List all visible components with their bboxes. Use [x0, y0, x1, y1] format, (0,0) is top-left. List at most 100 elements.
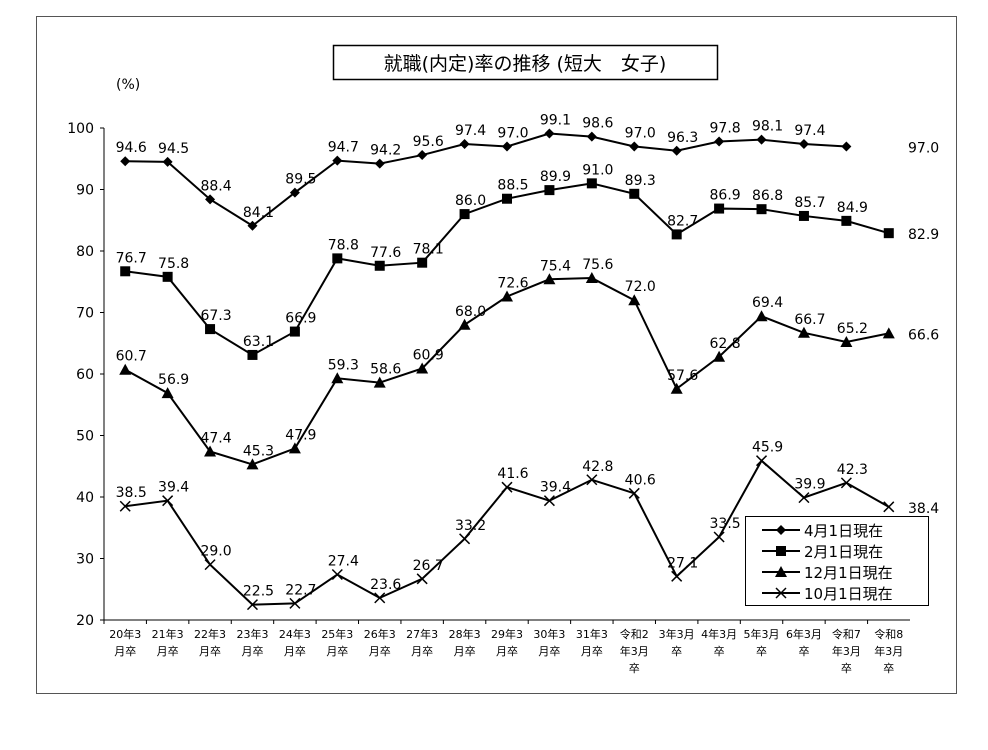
- diamond-marker: [374, 158, 385, 169]
- data-label: 45.3: [243, 443, 274, 459]
- x-tick-label: 月卒: [538, 644, 560, 658]
- data-label: 78.8: [328, 237, 359, 253]
- square-marker: [629, 188, 640, 199]
- triangle-marker: [585, 272, 598, 284]
- square-marker: [798, 210, 809, 221]
- data-label: 65.2: [837, 321, 868, 337]
- data-label: 84.9: [837, 200, 868, 216]
- data-label: 67.3: [200, 308, 231, 324]
- data-label: 58.6: [370, 362, 401, 378]
- data-label: 63.1: [243, 334, 274, 350]
- x-tick-label: 卒: [798, 644, 809, 658]
- series-triangle: 60.7 56.9 47.4 45.3 47.9 59.3 58.6 60.9 68.0 72.6…: [116, 257, 939, 470]
- triangle-marker: [670, 382, 683, 394]
- x-tick-label: 27年3: [406, 627, 438, 641]
- x-tick-label: 月卒: [199, 644, 221, 658]
- diamond-marker: [756, 134, 767, 145]
- square-marker: [374, 260, 385, 271]
- title-box: [332, 44, 719, 81]
- data-label: 91.0: [582, 162, 613, 178]
- square-marker: [841, 215, 852, 226]
- data-label: 76.7: [116, 250, 147, 266]
- x-marker: [204, 559, 216, 571]
- y-tick-label: 90: [76, 183, 94, 199]
- x-tick-label: 月卒: [369, 644, 391, 658]
- x-tick-label: 月卒: [496, 644, 518, 658]
- square-marker: [586, 178, 597, 189]
- triangle-marker: [840, 336, 853, 348]
- triangle-marker: [713, 350, 726, 362]
- x-marker: [671, 570, 683, 582]
- x-tick-label: 6年3月: [786, 627, 822, 641]
- triangle-marker: [331, 372, 344, 384]
- data-label: 94.5: [158, 141, 189, 157]
- y-tick-label: 20: [76, 613, 94, 629]
- x-marker: [798, 492, 810, 504]
- data-label: 26.7: [413, 558, 444, 574]
- data-label: 22.7: [285, 582, 316, 598]
- x-tick-label: 卒: [671, 644, 682, 658]
- x-tick-label: 26年3: [364, 627, 396, 641]
- triangle-marker: [882, 327, 895, 339]
- x-tick-label: 卒: [629, 661, 640, 675]
- x-marker: [840, 477, 852, 489]
- data-label: 42.8: [582, 459, 613, 475]
- y-tick-label: 80: [76, 244, 94, 260]
- x-tick-label: 4年3月: [701, 627, 737, 641]
- triangle-marker: [501, 290, 513, 302]
- x-marker: [586, 474, 598, 486]
- data-label: 86.9: [710, 188, 741, 204]
- legend-entry: 2月1日現在: [804, 543, 883, 561]
- diamond-marker: [459, 138, 470, 149]
- data-label: 47.4: [200, 430, 231, 446]
- data-label: 72.6: [497, 276, 528, 292]
- x-marker: [628, 487, 640, 499]
- data-label: 39.4: [158, 480, 189, 496]
- data-label: 75.4: [540, 258, 571, 274]
- data-label: 68.0: [455, 304, 486, 320]
- x-marker: [543, 495, 555, 507]
- x-marker: [374, 592, 386, 604]
- legend-entry: 4月1日現在: [804, 522, 883, 540]
- x-tick-label: 月卒: [454, 644, 476, 658]
- data-label: 38.4: [908, 501, 939, 517]
- data-label: 66.7: [794, 312, 825, 328]
- x-marker: [289, 597, 301, 609]
- series-square: 76.7 75.8 67.3 63.1 66.9 78.8 77.6 78.1 86.0 88.5…: [116, 162, 939, 360]
- x-marker: [501, 481, 513, 493]
- y-axis-label: (%): [116, 77, 140, 93]
- data-label: 82.7: [667, 213, 698, 229]
- x-tick-label: 令和7: [832, 627, 861, 641]
- data-label: 60.9: [413, 347, 444, 363]
- x-marker: [775, 587, 787, 599]
- diamond-marker: [776, 525, 786, 535]
- x-tick-label: 令和2: [620, 627, 649, 641]
- x-tick-label: 3年3月: [659, 627, 695, 641]
- x-tick-label: 令和8: [874, 627, 903, 641]
- triangle-marker: [119, 363, 132, 375]
- y-tick-label: 30: [76, 552, 94, 568]
- triangle-marker: [373, 376, 386, 388]
- triangle-marker: [755, 310, 768, 322]
- diamond-marker: [502, 141, 512, 152]
- x-tick-label: 21年3: [152, 627, 184, 641]
- triangle-marker: [628, 294, 641, 306]
- x-tick-label: 5年3月: [744, 627, 780, 641]
- y-tick-label: 70: [76, 306, 94, 322]
- square-marker: [459, 209, 470, 220]
- diamond-marker: [247, 220, 258, 231]
- legend-box: [745, 516, 929, 606]
- triangle-marker: [775, 566, 787, 577]
- data-label: 29.0: [200, 544, 231, 560]
- square-marker: [502, 193, 512, 204]
- data-label: 33.5: [710, 516, 741, 532]
- data-label: 38.5: [116, 485, 147, 501]
- diamond-marker: [417, 150, 428, 161]
- x-tick-label: 卒: [714, 644, 725, 658]
- x-marker: [331, 568, 343, 581]
- data-label: 66.9: [285, 311, 316, 327]
- triangle-marker: [288, 442, 301, 454]
- data-label: 97.0: [908, 140, 939, 156]
- diamond-marker: [162, 156, 173, 167]
- data-label: 85.7: [794, 195, 825, 211]
